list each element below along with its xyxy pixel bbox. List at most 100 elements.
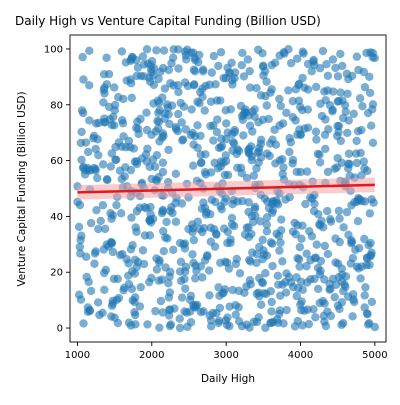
scatter-point [197,158,206,167]
scatter-point [104,242,113,251]
scatter-point [142,125,152,135]
scatter-point [206,210,215,219]
scatter-point [271,159,280,168]
scatter-point [266,286,275,296]
scatter-point [355,94,365,103]
scatter-point [174,87,183,97]
scatter-point [174,45,183,54]
scatter-point [349,109,358,119]
scatter-point [206,237,216,246]
scatter-point [228,137,238,147]
scatter-point [114,293,124,303]
scatter-point [177,293,187,302]
scatter-point [352,158,362,168]
scatter-point [315,298,324,308]
scatter-point [92,205,101,215]
scatter-point [152,254,161,263]
scatter-point [242,320,251,329]
scatter-point [95,310,104,320]
scatter-point [100,285,109,295]
scatter-point [76,249,85,258]
scatter-point [366,121,376,130]
scatter-point [189,235,199,245]
scatter-point [341,107,350,116]
scatter-point [304,319,314,329]
x-tick-label: 1000 [65,350,90,361]
scatter-point [93,135,102,144]
scatter-point [268,261,277,271]
scatter-point [294,80,303,90]
scatter-point [93,298,103,307]
scatter-point [222,119,231,128]
scatter-point [247,155,256,165]
scatter-point [98,201,108,210]
scatter-point [352,136,361,146]
scatter-point [145,216,155,225]
scatter-point [272,196,281,205]
scatter-point [127,213,136,222]
scatter-point [237,111,247,121]
scatter-point [74,222,84,232]
scatter-point [107,149,117,158]
scatter-point [162,217,171,227]
scatter-point [108,247,118,257]
scatter-point [102,175,112,184]
scatter-point [196,87,205,97]
scatter-point [127,93,136,103]
scatter-point [258,49,267,58]
scatter-point [252,289,262,298]
scatter-point [208,308,218,318]
scatter-point [85,116,94,125]
scatter-point [254,118,263,127]
scatter-point [262,77,271,86]
scatter-point [198,65,208,74]
scatter-point [227,213,237,223]
scatter-point [261,269,270,278]
trend-line [77,183,375,194]
scatter-point [336,136,346,146]
scatter-point [223,170,233,180]
scatter-point [299,49,308,58]
scatter-point [152,265,162,274]
scatter-point [365,72,374,81]
plot-area [73,45,380,333]
scatter-point [255,242,264,252]
scatter-point [298,285,307,294]
scatter-point [167,203,176,212]
scatter-point [223,238,232,248]
scatter-point [258,235,267,245]
scatter-point [319,223,328,232]
scatter-point [279,319,288,328]
scatter-point [143,320,152,329]
scatter-point [339,223,348,232]
scatter-point [256,91,266,100]
scatter-point [214,316,224,326]
scatter-point [230,125,239,135]
scatter-point [256,300,266,309]
scatter-point [214,283,223,292]
y-tick-label: 60 [50,156,63,167]
scatter-point [216,48,226,57]
scatter-point [343,128,352,138]
scatter-point [138,52,148,61]
scatter-point [278,280,287,289]
scatter-point [110,106,119,115]
scatter-point [75,242,85,252]
scatter-point [206,223,215,232]
scatter-point [126,79,136,88]
scatter-point [191,261,200,270]
scatter-point [187,105,196,114]
scatter-point [295,102,305,112]
scatter-point [229,221,239,231]
scatter-point [365,88,375,98]
scatter-point [189,140,198,149]
scatter-point [363,320,373,329]
scatter-point [298,73,307,83]
scatter-point [261,323,270,332]
scatter-point [196,131,205,141]
scatter-point [78,163,88,173]
scatter-point [133,63,143,72]
scatter-point [105,115,115,124]
scatter-point [286,278,296,287]
scatter-point [295,262,304,271]
